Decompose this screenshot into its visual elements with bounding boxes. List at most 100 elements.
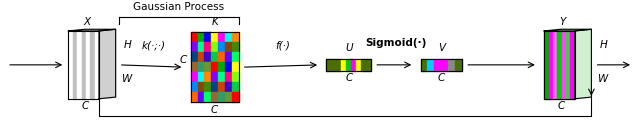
Polygon shape: [204, 92, 211, 102]
Polygon shape: [198, 52, 204, 62]
Polygon shape: [95, 31, 99, 99]
Polygon shape: [232, 82, 239, 92]
Text: H: H: [124, 40, 132, 50]
Text: C: C: [82, 101, 89, 111]
Polygon shape: [211, 32, 218, 42]
Polygon shape: [204, 52, 211, 62]
Polygon shape: [191, 32, 198, 42]
Text: H: H: [600, 40, 607, 50]
Polygon shape: [225, 92, 232, 102]
Polygon shape: [218, 42, 225, 52]
Polygon shape: [211, 62, 218, 72]
Polygon shape: [366, 59, 371, 71]
Polygon shape: [435, 59, 442, 71]
Polygon shape: [448, 59, 455, 71]
Polygon shape: [191, 42, 198, 52]
Polygon shape: [77, 31, 81, 99]
Text: Gaussian Process: Gaussian Process: [133, 2, 224, 12]
Polygon shape: [218, 62, 225, 72]
Text: C: C: [179, 55, 187, 64]
Polygon shape: [575, 29, 591, 99]
Text: k(·;·): k(·;·): [141, 40, 165, 50]
Text: W: W: [598, 74, 608, 84]
Polygon shape: [218, 82, 225, 92]
Text: C: C: [345, 73, 353, 83]
Polygon shape: [198, 62, 204, 72]
Polygon shape: [198, 72, 204, 82]
Polygon shape: [191, 52, 198, 62]
Polygon shape: [198, 92, 204, 102]
Polygon shape: [570, 31, 575, 99]
Polygon shape: [211, 42, 218, 52]
Polygon shape: [351, 59, 356, 71]
Polygon shape: [544, 31, 548, 99]
Polygon shape: [99, 29, 116, 99]
Polygon shape: [341, 59, 346, 71]
Polygon shape: [557, 31, 562, 99]
Polygon shape: [346, 59, 351, 71]
Polygon shape: [337, 59, 341, 71]
Polygon shape: [81, 31, 86, 99]
Polygon shape: [232, 32, 239, 42]
Polygon shape: [544, 29, 591, 31]
Polygon shape: [211, 92, 218, 102]
Text: V: V: [438, 43, 445, 53]
Polygon shape: [218, 32, 225, 42]
Polygon shape: [225, 62, 232, 72]
Polygon shape: [73, 31, 77, 99]
Polygon shape: [198, 42, 204, 52]
Text: Y: Y: [559, 17, 566, 27]
Polygon shape: [191, 92, 198, 102]
Polygon shape: [211, 72, 218, 82]
Text: C: C: [211, 105, 218, 115]
Polygon shape: [548, 31, 553, 99]
Polygon shape: [68, 31, 73, 99]
Text: C: C: [558, 101, 565, 111]
Polygon shape: [198, 32, 204, 42]
Polygon shape: [225, 42, 232, 52]
Polygon shape: [232, 52, 239, 62]
Polygon shape: [191, 62, 198, 72]
Polygon shape: [218, 52, 225, 62]
Polygon shape: [204, 62, 211, 72]
Polygon shape: [428, 59, 435, 71]
Polygon shape: [191, 82, 198, 92]
Polygon shape: [232, 62, 239, 72]
Polygon shape: [204, 72, 211, 82]
Polygon shape: [211, 82, 218, 92]
Polygon shape: [455, 59, 462, 71]
Text: W: W: [122, 74, 132, 84]
Polygon shape: [90, 31, 95, 99]
Polygon shape: [232, 42, 239, 52]
Polygon shape: [218, 92, 225, 102]
Polygon shape: [225, 32, 232, 42]
Text: K: K: [211, 17, 218, 27]
Polygon shape: [562, 31, 566, 99]
Polygon shape: [566, 31, 570, 99]
Polygon shape: [211, 52, 218, 62]
Polygon shape: [225, 52, 232, 62]
Polygon shape: [361, 59, 366, 71]
Text: Sigmoid(·): Sigmoid(·): [365, 38, 426, 48]
Polygon shape: [204, 42, 211, 52]
Polygon shape: [553, 31, 557, 99]
Polygon shape: [232, 72, 239, 82]
Text: X: X: [83, 17, 90, 27]
Text: f(·): f(·): [275, 40, 290, 50]
Polygon shape: [326, 59, 332, 71]
Polygon shape: [420, 59, 428, 71]
Text: U: U: [345, 43, 353, 53]
Polygon shape: [68, 29, 116, 31]
Polygon shape: [356, 59, 361, 71]
Polygon shape: [225, 72, 232, 82]
Polygon shape: [86, 31, 90, 99]
Polygon shape: [442, 59, 448, 71]
Polygon shape: [332, 59, 337, 71]
Polygon shape: [191, 72, 198, 82]
Polygon shape: [204, 32, 211, 42]
Polygon shape: [198, 82, 204, 92]
Polygon shape: [225, 82, 232, 92]
Polygon shape: [204, 82, 211, 92]
Polygon shape: [218, 72, 225, 82]
Text: C: C: [438, 73, 445, 83]
